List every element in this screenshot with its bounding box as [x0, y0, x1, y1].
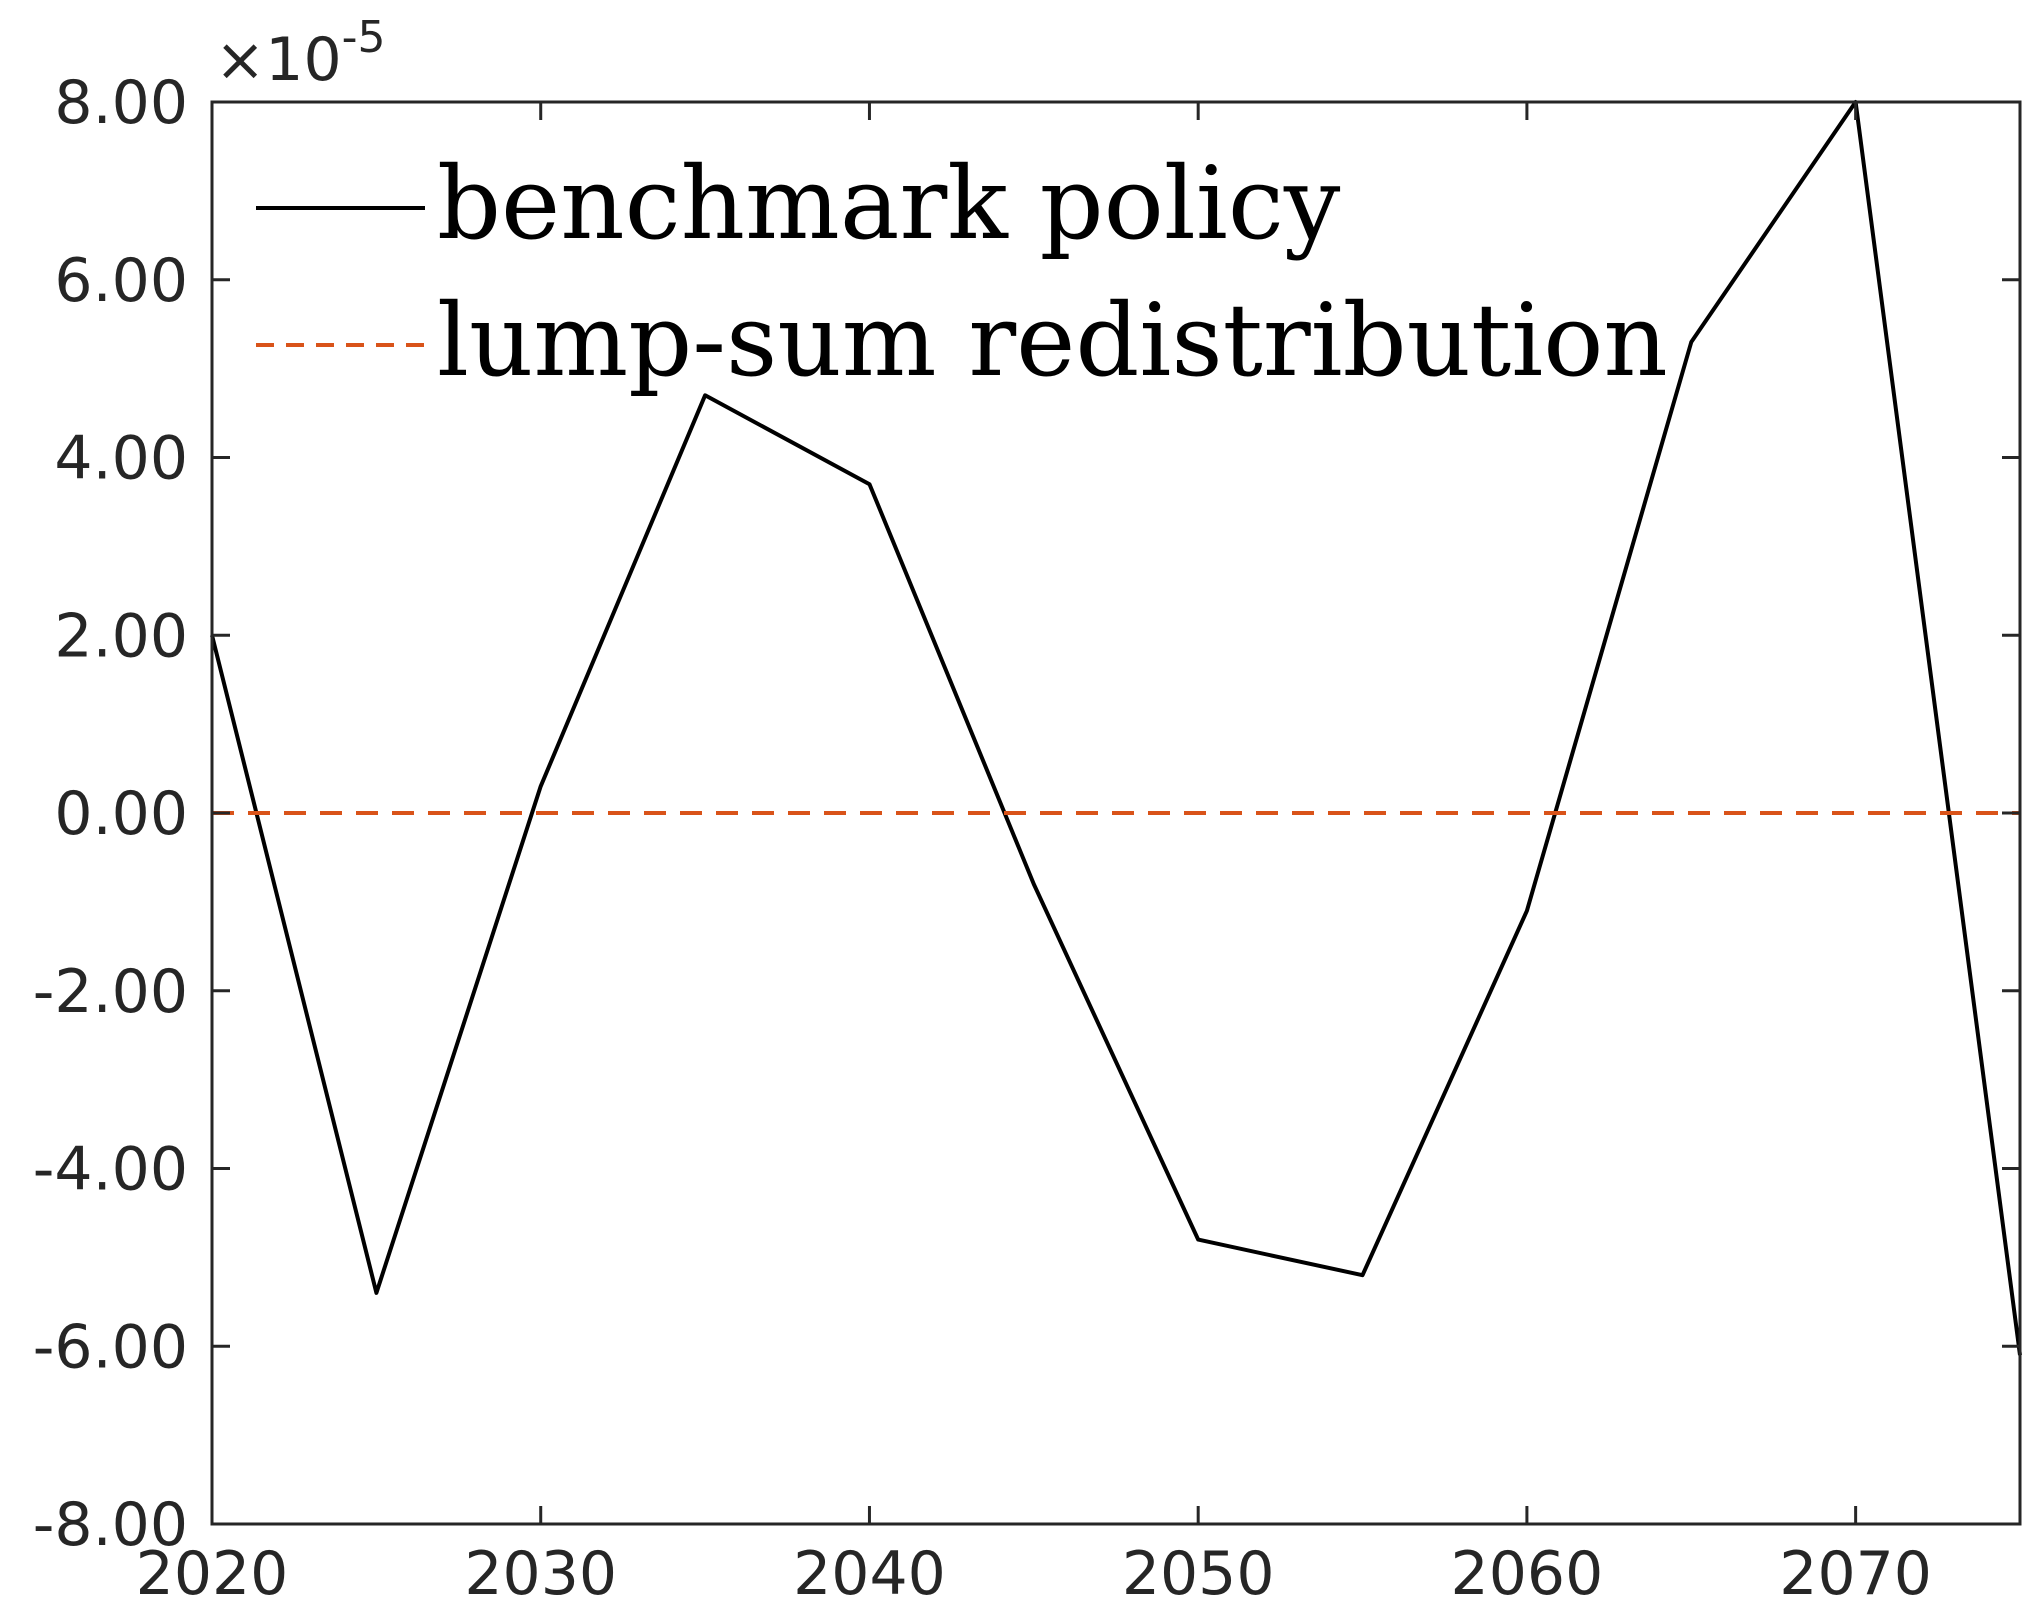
x-tick-label: 2030	[464, 1539, 617, 1609]
legend-label-lumpsum: lump-sum redistribution	[437, 282, 1668, 399]
y-exponent-base: 10	[265, 25, 341, 95]
y-tick-label: 0.00	[54, 779, 188, 849]
y-exponent-times: ×	[215, 25, 265, 95]
y-exponent-power: -5	[342, 12, 386, 63]
legend-label-benchmark: benchmark policy	[437, 145, 1341, 262]
y-tick-label: 8.00	[54, 68, 188, 138]
x-tick-label: 2020	[136, 1539, 289, 1609]
x-tick-label: 2070	[1779, 1539, 1932, 1609]
y-exponent-label: ×10-5	[215, 12, 386, 95]
y-tick-label: -2.00	[33, 957, 188, 1027]
series-line-0	[210, 100, 2022, 1356]
axis-ticks: 2020 2030 2040 2050 2060 2070 8.00 6.00 4.00 2.00…	[33, 68, 2020, 1609]
x-tick-label: 2060	[1451, 1539, 1604, 1609]
y-tick-label: 6.00	[54, 246, 188, 316]
y-tick-label: -4.00	[33, 1135, 188, 1205]
y-tick-label: -8.00	[33, 1490, 188, 1560]
chart-marks	[210, 100, 2022, 1356]
y-tick-label: 4.00	[54, 424, 188, 494]
legend: benchmark policy lump-sum redistribution	[256, 145, 1668, 399]
y-tick-label: 2.00	[54, 601, 188, 671]
x-tick-label: 2050	[1122, 1539, 1275, 1609]
plot-frame	[210, 100, 2022, 1526]
x-tick-label: 2040	[793, 1539, 946, 1609]
y-tick-label: -6.00	[33, 1312, 188, 1382]
